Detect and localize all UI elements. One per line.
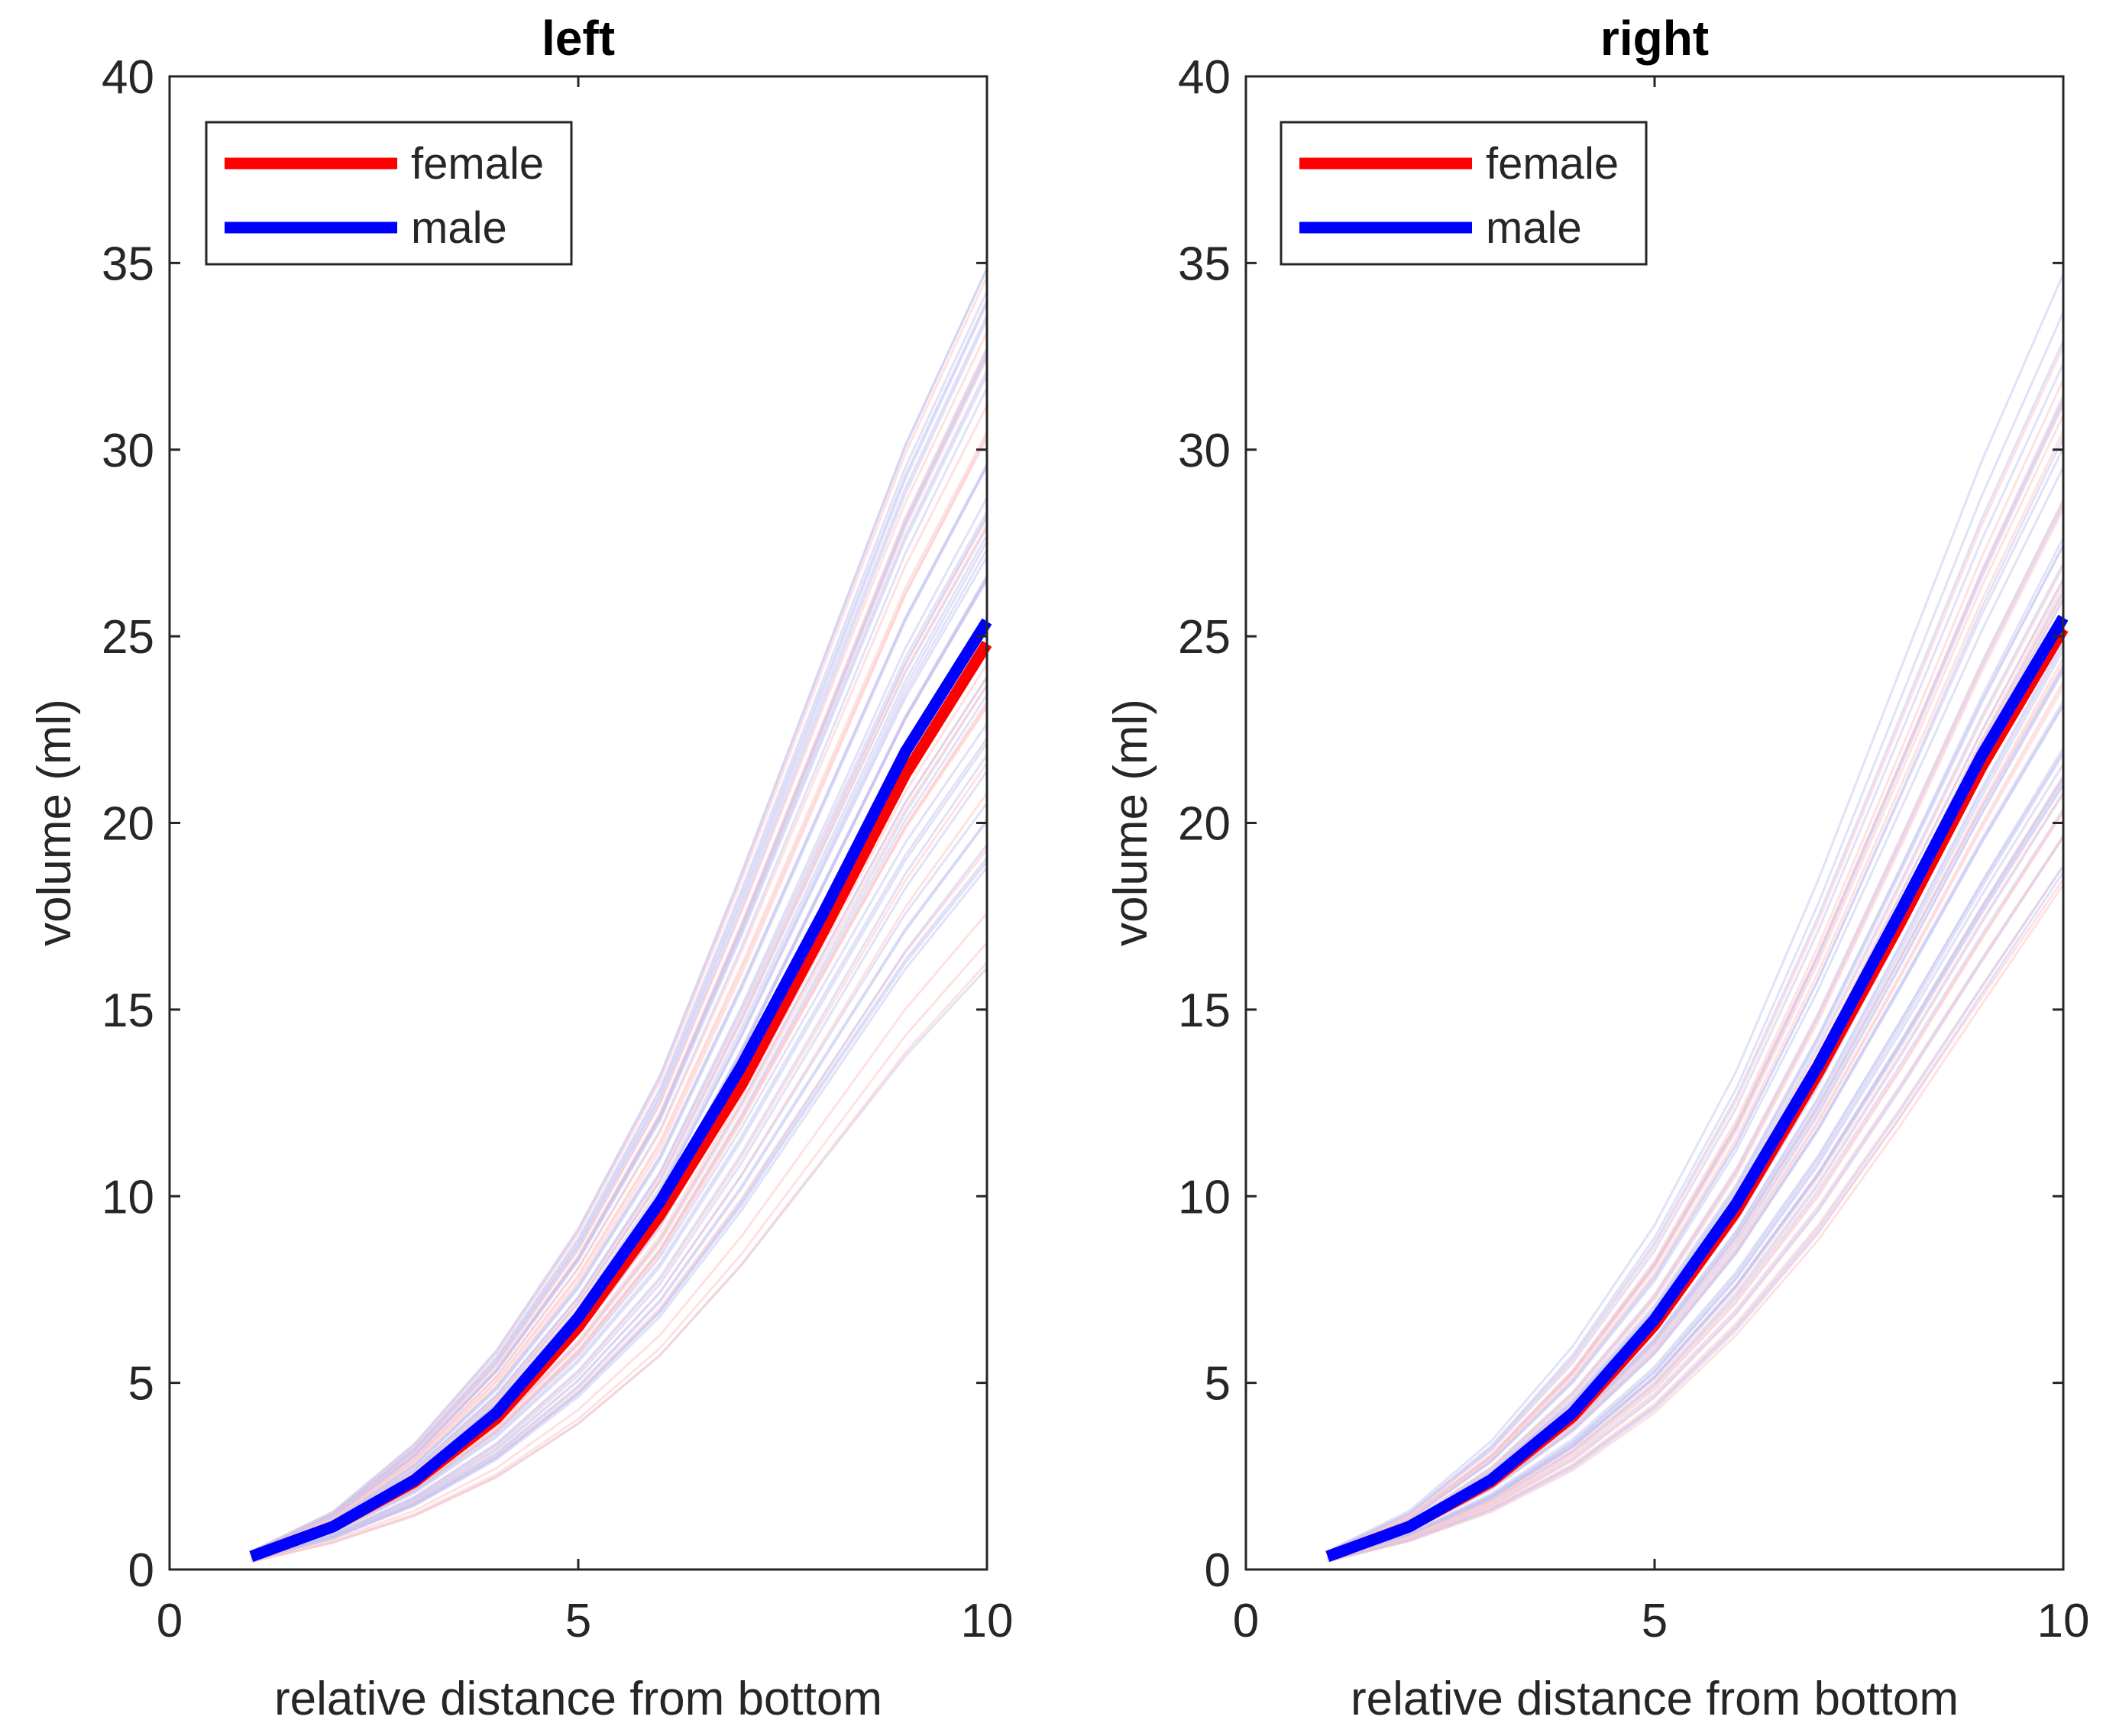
background-trace bbox=[1327, 865, 2065, 1563]
background-trace bbox=[251, 465, 988, 1556]
y-tick-label: 15 bbox=[1178, 984, 1231, 1037]
background-trace bbox=[1327, 835, 2065, 1562]
x-tick-label: 10 bbox=[961, 1595, 1014, 1647]
y-tick-label: 35 bbox=[102, 238, 154, 290]
left-legend-box bbox=[205, 121, 573, 266]
right-legend-female-label: female bbox=[1486, 139, 1619, 189]
background-trace bbox=[1327, 747, 2065, 1560]
series-line-male bbox=[249, 618, 992, 1562]
background-trace bbox=[251, 431, 988, 1555]
background-trace bbox=[251, 962, 988, 1563]
background-trace bbox=[1327, 501, 2065, 1557]
right-ticks bbox=[1244, 75, 2065, 1571]
y-tick-label: 5 bbox=[128, 1358, 154, 1411]
background-trace bbox=[1327, 399, 2065, 1554]
background-trace bbox=[251, 912, 988, 1563]
left-panel: 0 5 10 15 20 25 30 35 40 0 5 10 left relative dista… bbox=[28, 11, 1013, 1725]
background-trace bbox=[1327, 340, 2065, 1553]
x-tick-label: 10 bbox=[2037, 1595, 2090, 1647]
background-trace bbox=[251, 299, 988, 1553]
y-tick-label: 25 bbox=[102, 611, 154, 664]
left-legend-female-label: female bbox=[411, 139, 544, 189]
y-tick-label: 10 bbox=[102, 1171, 154, 1224]
y-tick-label: 30 bbox=[1178, 425, 1231, 477]
y-tick-label: 0 bbox=[128, 1544, 154, 1597]
left-series-lines bbox=[249, 618, 992, 1562]
right-legend-male-label: male bbox=[1486, 203, 1582, 253]
series-line-male bbox=[1325, 614, 2069, 1562]
background-trace bbox=[251, 802, 988, 1561]
y-tick-label: 20 bbox=[1178, 798, 1231, 851]
background-trace bbox=[251, 511, 988, 1557]
y-tick-label: 0 bbox=[1205, 1544, 1231, 1597]
background-trace bbox=[251, 405, 988, 1555]
background-trace bbox=[251, 276, 988, 1553]
background-trace bbox=[1327, 430, 2065, 1555]
right-series-lines bbox=[1325, 614, 2069, 1562]
right-y-axis-label: volume (ml) bbox=[1105, 699, 1157, 946]
y-tick-label: 10 bbox=[1178, 1171, 1231, 1224]
background-trace bbox=[251, 354, 988, 1554]
left-legend-male-label: male bbox=[411, 203, 507, 253]
y-tick-label: 35 bbox=[1178, 238, 1231, 290]
background-trace bbox=[1327, 363, 2065, 1554]
y-tick-label: 5 bbox=[1205, 1358, 1231, 1411]
x-tick-label: 5 bbox=[565, 1595, 591, 1647]
background-trace bbox=[251, 866, 988, 1562]
x-tick-label: 5 bbox=[1642, 1595, 1668, 1647]
y-tick-label: 30 bbox=[102, 425, 154, 477]
left-ticks bbox=[168, 75, 988, 1571]
left-title: left bbox=[542, 11, 615, 66]
left-y-axis-label: volume (ml) bbox=[28, 699, 81, 946]
background-trace bbox=[1327, 884, 2065, 1563]
right-legend-box bbox=[1280, 121, 1648, 266]
background-trace bbox=[1327, 784, 2065, 1561]
x-tick-label: 0 bbox=[1233, 1595, 1259, 1647]
y-tick-label: 25 bbox=[1178, 611, 1231, 664]
left-x-axis-label: relative distance from bottom bbox=[274, 1673, 882, 1725]
y-tick-label: 40 bbox=[1178, 51, 1231, 104]
background-trace bbox=[1327, 811, 2065, 1561]
right-panel: 0 5 10 15 20 25 30 35 40 0 5 10 right relative dist… bbox=[1105, 11, 2089, 1725]
x-tick-label: 0 bbox=[157, 1595, 183, 1647]
background-trace bbox=[251, 737, 988, 1560]
y-tick-label: 40 bbox=[102, 51, 154, 104]
y-tick-label: 20 bbox=[102, 798, 154, 851]
background-trace bbox=[1327, 273, 2065, 1553]
right-legend: female male bbox=[1280, 121, 1648, 266]
right-title: right bbox=[1600, 11, 1709, 66]
right-x-axis-label: relative distance from bottom bbox=[1351, 1673, 1959, 1725]
left-legend: female male bbox=[205, 121, 573, 266]
right-tick-labels: 0 5 10 15 20 25 30 35 40 0 5 10 bbox=[1178, 51, 2089, 1647]
left-tick-labels: 0 5 10 15 20 25 30 35 40 0 5 10 bbox=[102, 51, 1013, 1647]
background-trace bbox=[1327, 466, 2065, 1556]
y-tick-label: 15 bbox=[102, 984, 154, 1037]
background-trace bbox=[251, 754, 988, 1560]
